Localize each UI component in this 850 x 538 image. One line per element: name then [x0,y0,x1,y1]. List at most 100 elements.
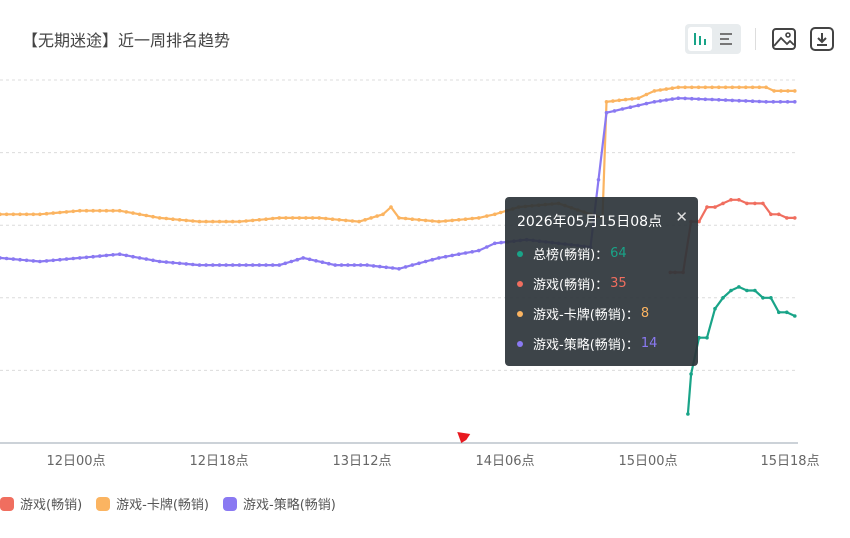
tooltip-label: 游戏-卡牌(畅销)： [533,308,639,323]
data-point [71,256,75,261]
data-point [244,219,248,223]
data-point [717,98,721,102]
data-point [457,252,461,256]
data-point [337,218,342,222]
data-point [390,266,395,270]
data-point [197,219,202,224]
data-point [157,216,162,220]
data-point [769,296,773,300]
data-point [705,205,709,209]
data-point [757,99,762,104]
data-point [4,212,9,217]
data-point [375,214,379,218]
data-point [697,335,701,340]
tooltip-label: 游戏(畅销)： [533,278,609,293]
data-point [11,212,16,217]
data-point [84,208,89,213]
legend-item[interactable]: 游戏(畅销) [0,494,82,513]
data-point [124,253,129,258]
data-point [51,258,55,263]
data-point [772,89,776,93]
data-point [779,89,783,93]
data-point [144,257,149,261]
data-point [499,240,503,245]
tooltip-value: 8 [640,306,650,321]
data-point [737,198,741,202]
data-point [117,208,122,213]
data-point [670,86,675,90]
legend-item[interactable]: 游戏-策略(畅销) [223,494,336,513]
bar-chart-icon[interactable] [688,27,712,51]
data-point [277,263,282,267]
data-point [164,260,169,264]
data-point [658,99,663,103]
image-download-icon[interactable] [770,25,798,53]
data-point [244,263,248,267]
data-point [737,98,741,103]
data-point [636,103,641,108]
data-point [18,257,22,262]
data-point [31,259,36,263]
x-tick-label: 15日00点 [618,454,677,469]
data-point [729,198,733,202]
data-point [652,89,657,93]
data-point [744,99,748,103]
data-point [104,208,109,213]
data-point [98,254,102,258]
x-tick-label: 14日06点 [475,454,534,469]
data-point [339,263,344,267]
legend-label: 游戏-策略(畅销) [243,498,336,513]
data-point [493,241,497,246]
close-icon[interactable]: ✕ [675,208,688,226]
data-point [450,218,455,223]
x-tick-label: 15日18点 [760,454,819,469]
tooltip-row: 游戏-策略(畅销)： 14 [517,334,657,353]
legend-swatch [0,496,14,511]
data-point [217,219,222,224]
data-point [689,372,693,376]
data-point [721,296,725,300]
data-point [737,85,741,90]
data-point [211,219,215,224]
data-point [137,212,142,217]
data-point [764,100,768,104]
data-point [264,263,268,267]
data-point [230,263,235,267]
data-point [670,97,675,101]
data-point [0,256,2,260]
data-point [357,219,361,224]
data-point [381,212,385,217]
x-tick-label: 12日18点 [189,454,248,469]
data-point [111,208,115,213]
data-point [696,97,701,101]
series-游戏-卡牌(畅销) [0,85,797,224]
data-point [270,216,275,221]
data-point [423,218,428,223]
data-point [463,251,468,255]
data-point [84,255,89,260]
data-point [463,217,468,221]
legend-item[interactable]: 游戏-卡牌(畅销) [96,494,209,513]
data-point [0,212,2,217]
data-point [91,254,95,259]
data-point [443,254,448,259]
data-point [144,213,149,218]
data-point [301,256,306,260]
data-point [237,219,242,224]
data-point [369,216,373,220]
data-point [104,253,109,258]
data-point [397,267,401,271]
data-point [283,261,288,266]
data-point [477,216,481,220]
data-point [270,263,275,267]
data-point [151,214,155,219]
legend-label: 游戏(畅销) [20,498,83,513]
download-icon[interactable] [808,25,836,53]
data-point [327,261,331,266]
data-point [493,212,497,217]
data-point [403,265,408,269]
data-point [307,257,312,262]
data-point [777,310,781,315]
flag-icon [457,432,471,443]
list-icon[interactable] [714,27,738,51]
